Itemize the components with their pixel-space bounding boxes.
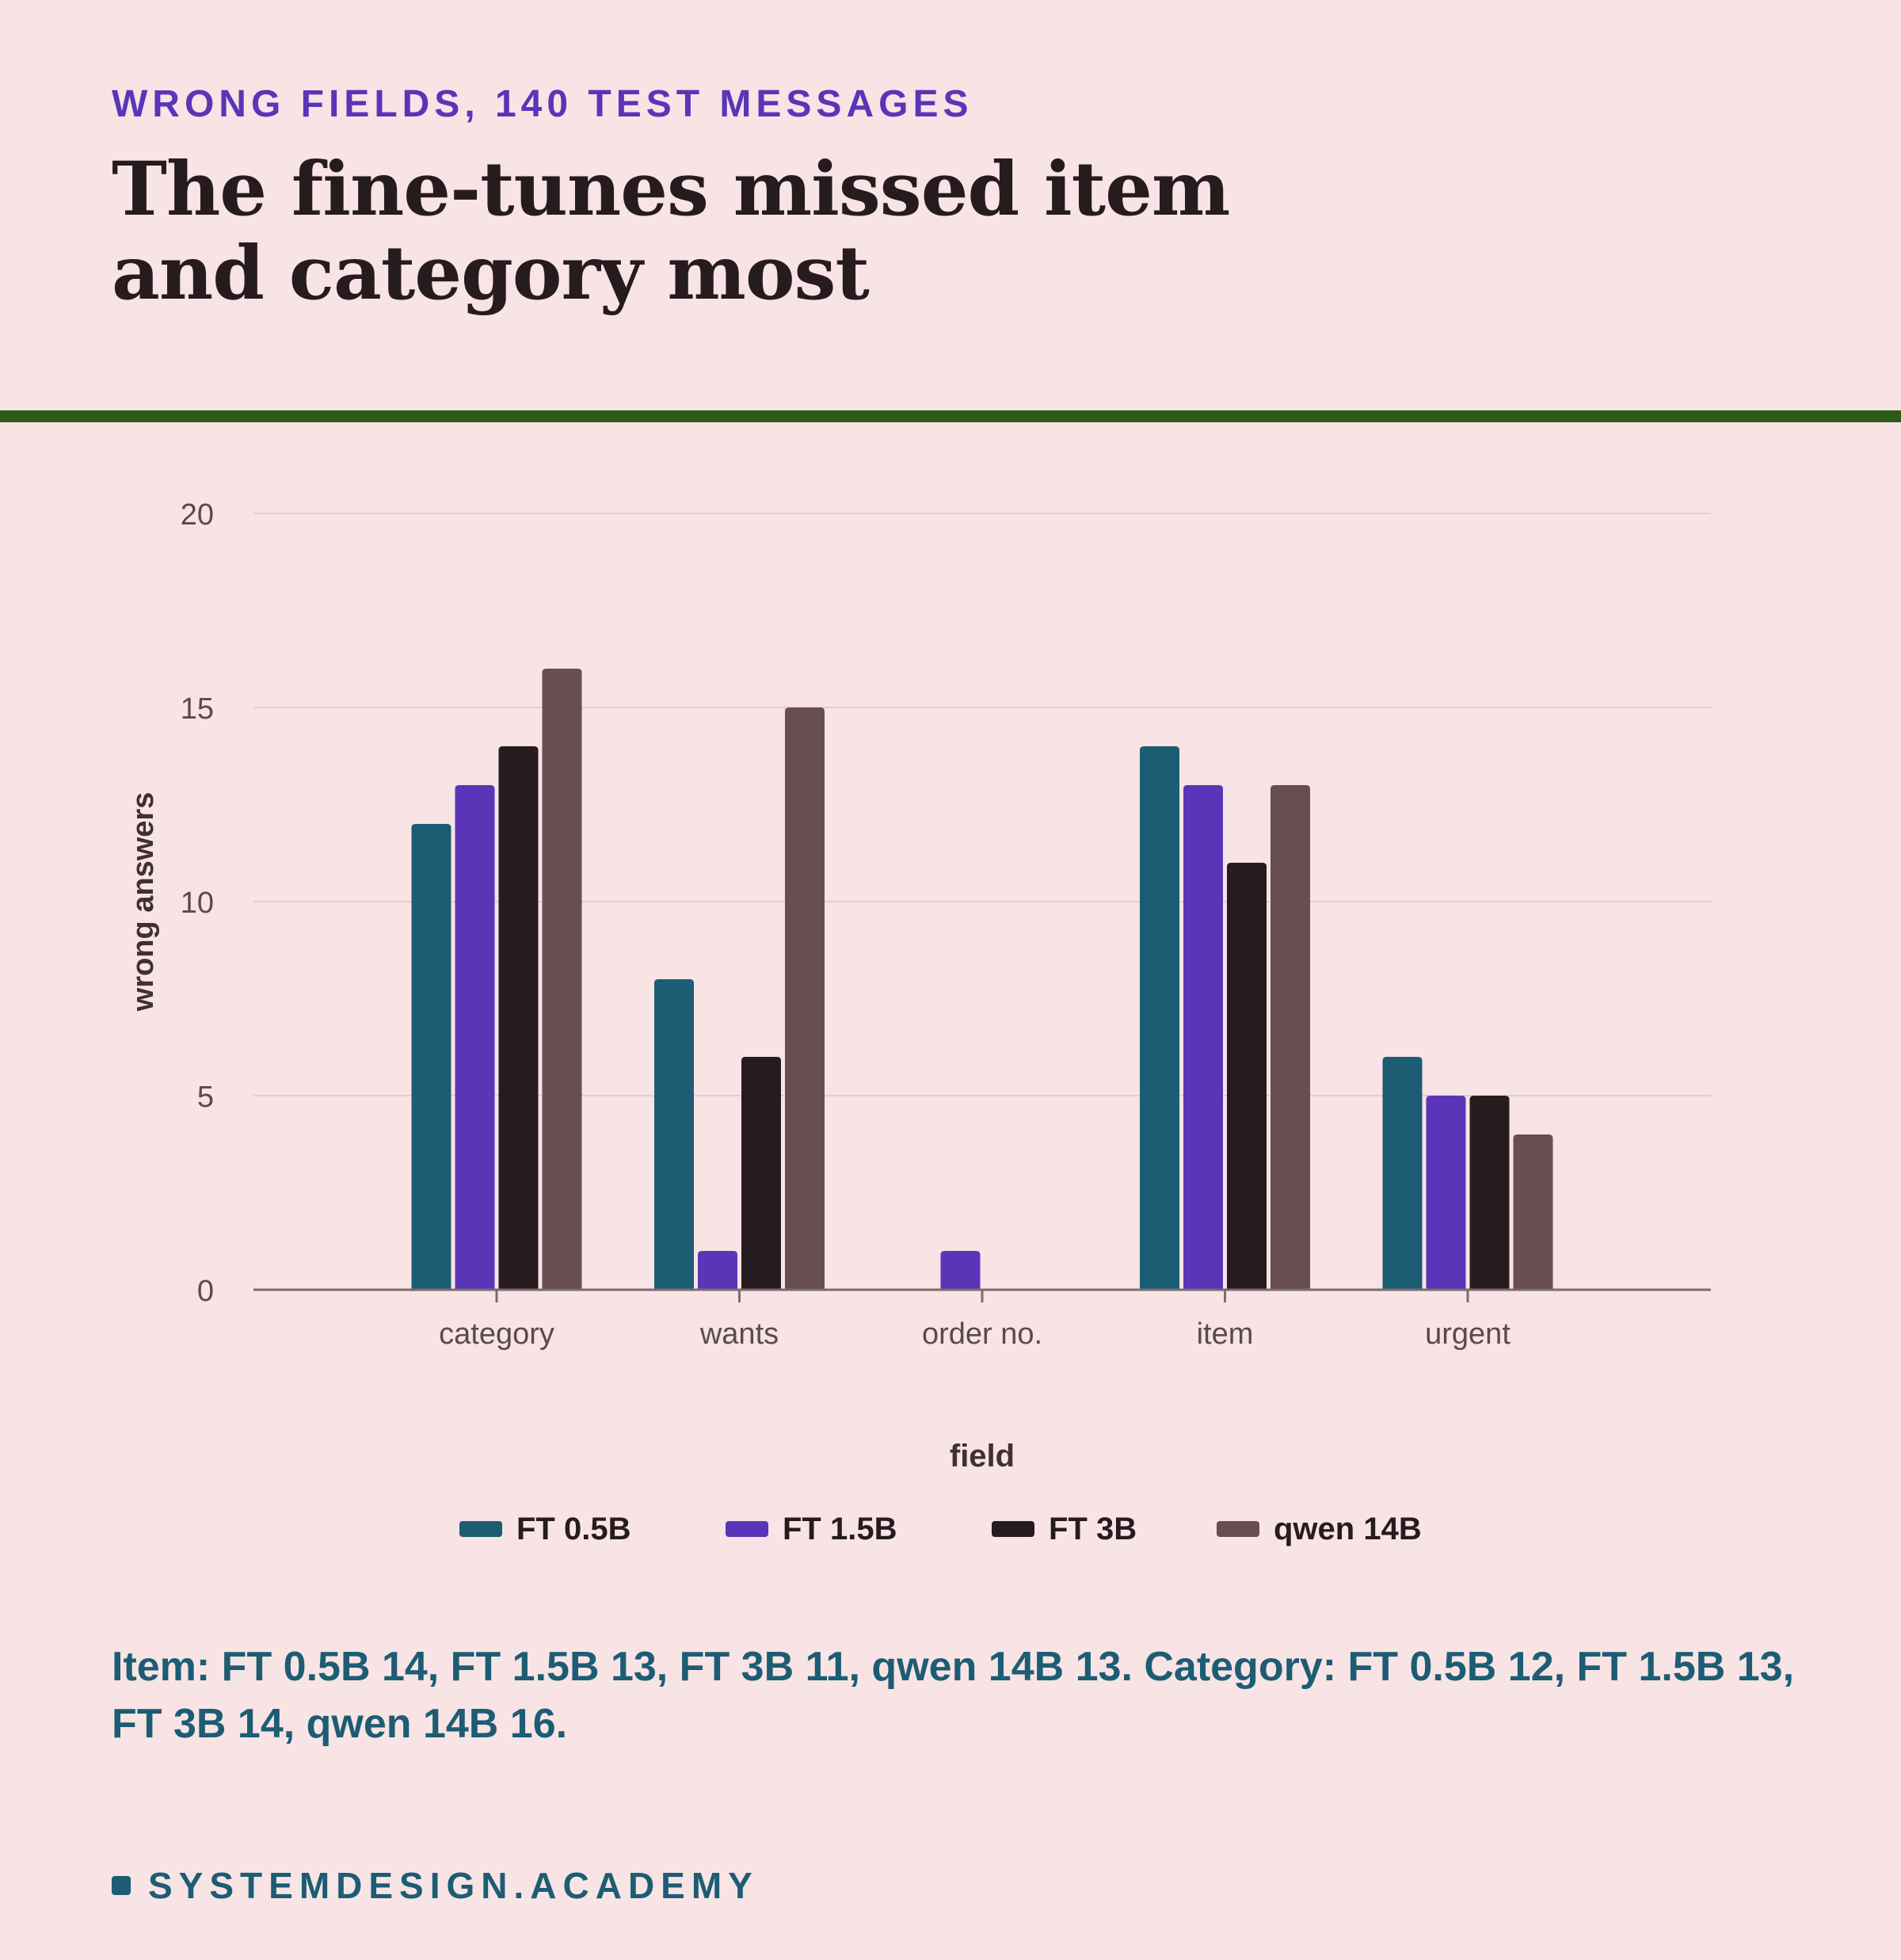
accent-rule	[0, 410, 1901, 422]
bar	[498, 746, 539, 1290]
bar	[654, 979, 694, 1290]
y-tick-label: 10	[181, 887, 214, 920]
legend-swatch	[726, 1521, 768, 1537]
bar	[741, 1057, 781, 1290]
brand-name: SYSTEMDESIGN.ACADEMY	[148, 1865, 759, 1906]
legend-swatch	[1217, 1521, 1259, 1537]
chart-eyebrow: WRONG FIELDS, 140 TEST MESSAGES	[112, 83, 973, 125]
bar	[1513, 1134, 1553, 1290]
bar	[1140, 746, 1179, 1290]
legend-item: FT 3B	[992, 1509, 1137, 1549]
y-tick-label: 20	[181, 498, 214, 532]
bar	[1469, 1096, 1510, 1290]
y-tick-label: 5	[197, 1081, 214, 1114]
legend-item: FT 0.5B	[459, 1509, 630, 1549]
bar	[1271, 785, 1310, 1290]
bar	[1183, 785, 1223, 1290]
chart-caption: Item: FT 0.5B 14, FT 1.5B 13, FT 3B 11, …	[112, 1644, 1795, 1747]
bar	[1227, 863, 1267, 1290]
bar	[698, 1251, 737, 1290]
bar	[411, 824, 451, 1290]
legend-label: FT 0.5B	[516, 1511, 631, 1546]
y-axis-title: wrong answers	[127, 792, 160, 1012]
bar	[455, 785, 495, 1290]
brand-square-icon	[112, 1876, 131, 1895]
legend-label: qwen 14B	[1274, 1511, 1422, 1546]
x-tick-label: wants	[699, 1317, 779, 1351]
bar	[542, 669, 582, 1290]
legend-item: FT 1.5B	[726, 1509, 897, 1549]
legend-item: qwen 14B	[1217, 1509, 1422, 1549]
x-tick-label: category	[439, 1317, 554, 1351]
chart-headline: The fine-tunes missed item and category …	[112, 146, 1230, 317]
x-axis-title: field	[950, 1439, 1015, 1474]
x-tick-label: item	[1197, 1317, 1254, 1351]
footer-brand: SYSTEMDESIGN.ACADEMY	[112, 1863, 759, 1908]
legend-swatch	[992, 1521, 1034, 1537]
y-tick-label: 15	[181, 692, 214, 726]
bar	[940, 1251, 981, 1290]
legend-label: FT 3B	[1049, 1511, 1137, 1546]
x-tick-label: urgent	[1425, 1317, 1511, 1351]
legend-swatch	[459, 1521, 502, 1537]
bar	[785, 707, 825, 1290]
bar-chart: 0 5 10 15 20 category wants order no. item urgent…	[127, 498, 1711, 1474]
y-tick-label: 0	[197, 1275, 214, 1308]
bar	[1426, 1096, 1466, 1290]
chart-legend: FT 0.5B FT 1.5B FT 3B qwen 14B	[0, 1509, 1901, 1549]
legend-label: FT 1.5B	[783, 1511, 897, 1546]
x-tick-label: order no.	[922, 1317, 1042, 1351]
bar	[1382, 1057, 1423, 1290]
